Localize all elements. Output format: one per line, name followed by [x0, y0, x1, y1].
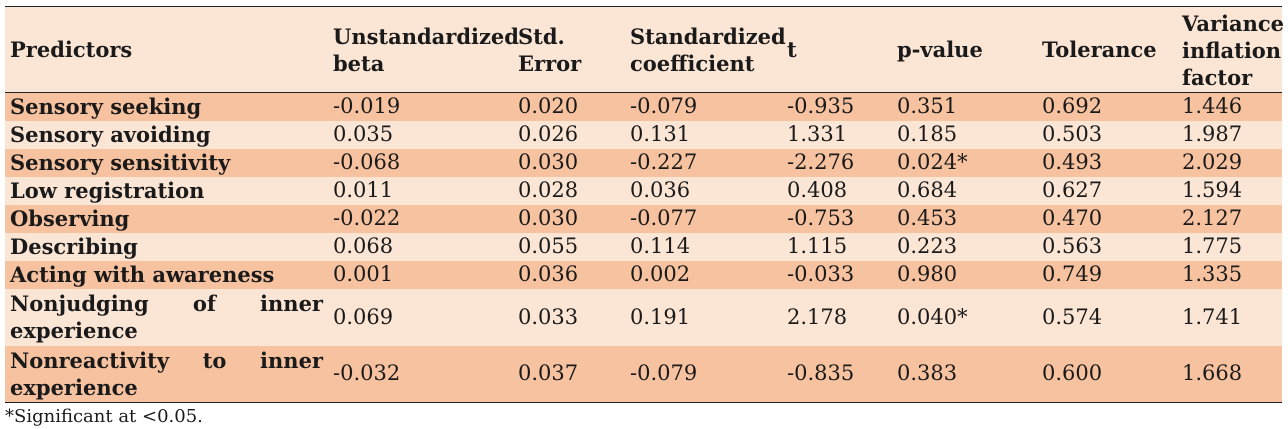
cell-std-error: 0.030: [518, 150, 579, 174]
cell-predictor: Sensory sensitivity: [10, 150, 231, 175]
header-unstandardized-beta: Unstandardized beta: [333, 23, 519, 76]
cell-standardized-coefficient: 0.191: [630, 304, 691, 329]
cell-vif: 1.668: [1182, 361, 1243, 386]
cell-p-value: 0.223: [897, 234, 958, 258]
cell-predictor: Describing: [10, 234, 138, 259]
cell-standardized-coefficient: 0.002: [630, 262, 691, 286]
cell-vif: 2.127: [1182, 206, 1243, 230]
cell-predictor: Sensory avoiding: [10, 122, 211, 147]
cell-tolerance: 0.600: [1042, 361, 1103, 386]
cell-standardized-coefficient: 0.036: [630, 178, 691, 202]
cell-std-error: 0.033: [518, 304, 579, 329]
header-tolerance: Tolerance: [1042, 37, 1157, 62]
cell-tolerance: 0.627: [1042, 178, 1103, 202]
cell-tolerance: 0.470: [1042, 206, 1103, 230]
cell-tolerance: 0.749: [1042, 262, 1103, 286]
cell-unstandardized-beta: -0.068: [333, 150, 401, 174]
cell-predictor: Nonjudging of inner experience: [10, 291, 323, 343]
cell-predictor: Observing: [10, 206, 130, 231]
cell-std-error: 0.055: [518, 234, 579, 258]
cell-vif: 2.029: [1182, 150, 1243, 174]
cell-tolerance: 0.563: [1042, 234, 1103, 258]
cell-std-error: 0.036: [518, 262, 579, 286]
cell-vif: 1.775: [1182, 234, 1243, 258]
regression-table: Predictors Unstandardized beta Std. Erro…: [5, 6, 1285, 403]
table-header: Predictors Unstandardized beta Std. Erro…: [5, 6, 1285, 93]
cell-unstandardized-beta: 0.011: [333, 178, 394, 202]
table-row: Acting with awareness 0.001 0.036 0.002 -0.0…: [5, 260, 1282, 289]
cell-p-value: 0.040*: [897, 304, 968, 329]
cell-predictor: Nonreactivity to inner experience: [10, 347, 323, 400]
table-row: Sensory avoiding 0.035 0.026 0.131 1.331 0.18…: [5, 120, 1282, 149]
table-row: Nonreactivity to inner experience -0.032 0…: [5, 345, 1282, 403]
cell-p-value: 0.383: [897, 361, 958, 386]
cell-unstandardized-beta: -0.022: [333, 206, 401, 230]
cell-standardized-coefficient: 0.131: [630, 122, 691, 146]
cell-std-error: 0.037: [518, 361, 579, 386]
table-body: Sensory seeking -0.019 0.020 -0.079 -0.935 0.…: [5, 92, 1282, 403]
cell-vif: 1.446: [1182, 94, 1243, 119]
cell-p-value: 0.024*: [897, 150, 968, 174]
table-row: Observing -0.022 0.030 -0.077 -0.753 0.453 0.4…: [5, 204, 1282, 233]
table-row: Low registration 0.011 0.028 0.036 0.408 0.68…: [5, 176, 1282, 205]
cell-p-value: 0.453: [897, 206, 958, 230]
cell-t-value: -0.935: [787, 94, 855, 119]
cell-predictor: Low registration: [10, 178, 205, 203]
cell-std-error: 0.030: [518, 206, 579, 230]
table-row: Sensory seeking -0.019 0.020 -0.079 -0.935 0.…: [5, 92, 1282, 121]
cell-predictor: Sensory seeking: [10, 94, 202, 120]
cell-std-error: 0.020: [518, 94, 579, 119]
cell-tolerance: 0.493: [1042, 150, 1103, 174]
cell-p-value: 0.351: [897, 94, 958, 119]
cell-t-value: 1.115: [787, 234, 848, 258]
cell-t-value: 0.408: [787, 178, 848, 202]
cell-t-value: -0.033: [787, 262, 855, 286]
cell-t-value: -0.835: [787, 361, 855, 386]
cell-tolerance: 0.692: [1042, 94, 1103, 119]
cell-standardized-coefficient: 0.114: [630, 234, 691, 258]
cell-p-value: 0.185: [897, 122, 958, 146]
header-predictors: Predictors: [10, 37, 133, 62]
cell-standardized-coefficient: -0.079: [630, 361, 698, 386]
table-row: Sensory sensitivity -0.068 0.030 -0.227 -2.2…: [5, 148, 1282, 177]
cell-vif: 1.594: [1182, 178, 1243, 202]
cell-t-value: -2.276: [787, 150, 855, 174]
cell-unstandardized-beta: 0.068: [333, 234, 394, 258]
cell-vif: 1.335: [1182, 262, 1243, 286]
cell-unstandardized-beta: 0.069: [333, 304, 394, 329]
cell-unstandardized-beta: 0.035: [333, 122, 394, 146]
cell-p-value: 0.684: [897, 178, 958, 202]
header-variance-inflation-factor: Variance inflation factor: [1182, 11, 1285, 90]
table-row: Describing 0.068 0.055 0.114 1.115 0.223 0.563…: [5, 232, 1282, 261]
cell-t-value: -0.753: [787, 206, 855, 230]
header-p-value: p-value: [897, 37, 983, 62]
table-row: Nonjudging of inner experience 0.069 0.033…: [5, 288, 1282, 346]
cell-std-error: 0.028: [518, 178, 579, 202]
header-row: Predictors Unstandardized beta Std. Erro…: [5, 6, 1285, 93]
cell-tolerance: 0.503: [1042, 122, 1103, 146]
cell-unstandardized-beta: -0.019: [333, 94, 401, 119]
cell-unstandardized-beta: 0.001: [333, 262, 394, 286]
cell-unstandardized-beta: -0.032: [333, 361, 401, 386]
cell-standardized-coefficient: -0.079: [630, 94, 698, 119]
cell-t-value: 1.331: [787, 122, 848, 146]
regression-table-container: Predictors Unstandardized beta Std. Erro…: [5, 6, 1285, 403]
cell-std-error: 0.026: [518, 122, 579, 146]
cell-standardized-coefficient: -0.227: [630, 150, 698, 174]
cell-t-value: 2.178: [787, 304, 848, 329]
cell-tolerance: 0.574: [1042, 304, 1103, 329]
header-t: t: [787, 37, 797, 62]
header-std-error: Std. Error: [518, 23, 582, 76]
header-standardized-coefficient: Standardized coefficient: [630, 23, 786, 76]
cell-p-value: 0.980: [897, 262, 958, 286]
cell-vif: 1.741: [1182, 304, 1243, 329]
cell-vif: 1.987: [1182, 122, 1243, 146]
cell-predictor: Acting with awareness: [10, 262, 275, 287]
footnote: *Significant at <0.05.: [5, 406, 203, 427]
cell-standardized-coefficient: -0.077: [630, 206, 698, 230]
